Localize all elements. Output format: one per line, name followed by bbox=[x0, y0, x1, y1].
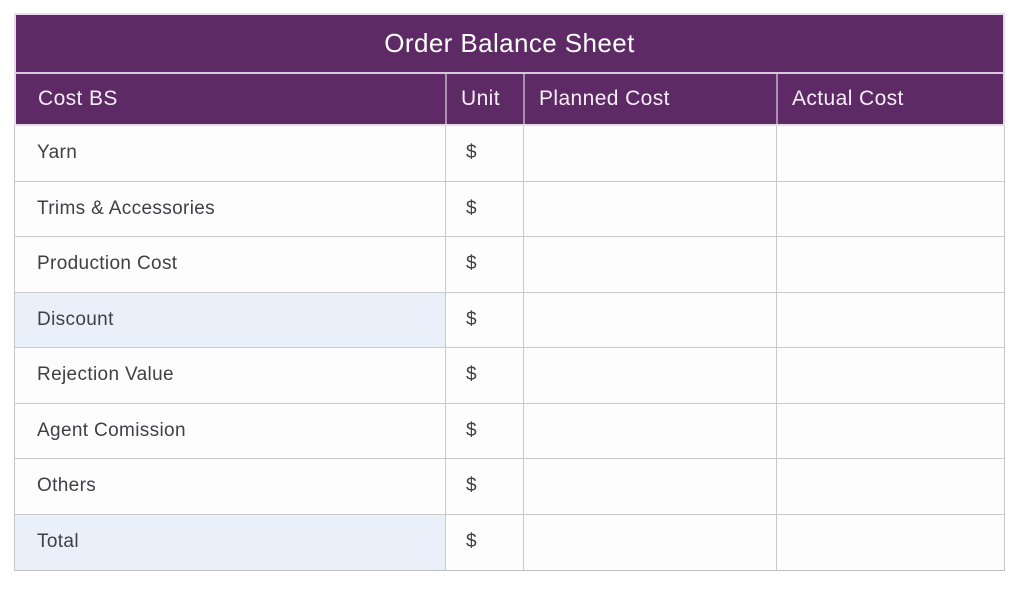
row-label-cell: Agent Comission bbox=[15, 403, 445, 458]
actual-cost-cell[interactable] bbox=[776, 514, 1004, 570]
unit-cell: $ bbox=[445, 126, 523, 181]
table-body: Yarn $ Trims & Accessories $ Production Cost… bbox=[14, 126, 1005, 571]
order-balance-sheet: Order Balance Sheet Cost BS Unit Planned… bbox=[14, 13, 1005, 571]
actual-cost-cell[interactable] bbox=[776, 181, 1004, 236]
column-header-cost-bs: Cost BS bbox=[38, 87, 118, 110]
actual-cost-cell[interactable] bbox=[776, 459, 1004, 514]
row-label-cell: Others bbox=[15, 459, 445, 514]
unit-cell: $ bbox=[445, 181, 523, 236]
actual-cost-cell[interactable] bbox=[776, 403, 1004, 458]
table-row: Yarn $ bbox=[15, 126, 1004, 182]
table-row: Total $ bbox=[15, 514, 1004, 570]
planned-cost-cell[interactable] bbox=[523, 126, 776, 181]
row-label-cell: Discount bbox=[15, 292, 445, 347]
table-row: Others $ bbox=[15, 459, 1004, 515]
unit-cell: $ bbox=[445, 348, 523, 403]
row-label-cell: Trims & Accessories bbox=[15, 181, 445, 236]
actual-cost-cell[interactable] bbox=[776, 237, 1004, 292]
planned-cost-cell[interactable] bbox=[523, 348, 776, 403]
table-header-row: Cost BS Unit Planned Cost Actual Cost bbox=[14, 72, 1005, 126]
planned-cost-cell[interactable] bbox=[523, 181, 776, 236]
actual-cost-cell[interactable] bbox=[776, 126, 1004, 181]
table-row: Discount $ bbox=[15, 292, 1004, 348]
column-header-actual-cost: Actual Cost bbox=[776, 74, 1003, 124]
row-label-cell: Production Cost bbox=[15, 237, 445, 292]
unit-cell: $ bbox=[445, 514, 523, 570]
planned-cost-cell[interactable] bbox=[523, 514, 776, 570]
column-header-planned-cost: Planned Cost bbox=[523, 74, 776, 124]
unit-cell: $ bbox=[445, 292, 523, 347]
row-label-cell: Rejection Value bbox=[15, 348, 445, 403]
table-row: Agent Comission $ bbox=[15, 403, 1004, 459]
row-label-cell: Total bbox=[15, 514, 445, 570]
row-label-cell: Yarn bbox=[15, 126, 445, 181]
sheet-title-bar: Order Balance Sheet bbox=[14, 13, 1005, 72]
table-row: Production Cost $ bbox=[15, 237, 1004, 293]
planned-cost-cell[interactable] bbox=[523, 459, 776, 514]
unit-cell: $ bbox=[445, 459, 523, 514]
planned-cost-cell[interactable] bbox=[523, 292, 776, 347]
actual-cost-cell[interactable] bbox=[776, 292, 1004, 347]
column-header-unit: Unit bbox=[445, 74, 523, 124]
unit-cell: $ bbox=[445, 237, 523, 292]
planned-cost-cell[interactable] bbox=[523, 403, 776, 458]
table-row: Rejection Value $ bbox=[15, 348, 1004, 404]
unit-cell: $ bbox=[445, 403, 523, 458]
sheet-title: Order Balance Sheet bbox=[384, 28, 635, 58]
planned-cost-cell[interactable] bbox=[523, 237, 776, 292]
actual-cost-cell[interactable] bbox=[776, 348, 1004, 403]
table-row: Trims & Accessories $ bbox=[15, 181, 1004, 237]
